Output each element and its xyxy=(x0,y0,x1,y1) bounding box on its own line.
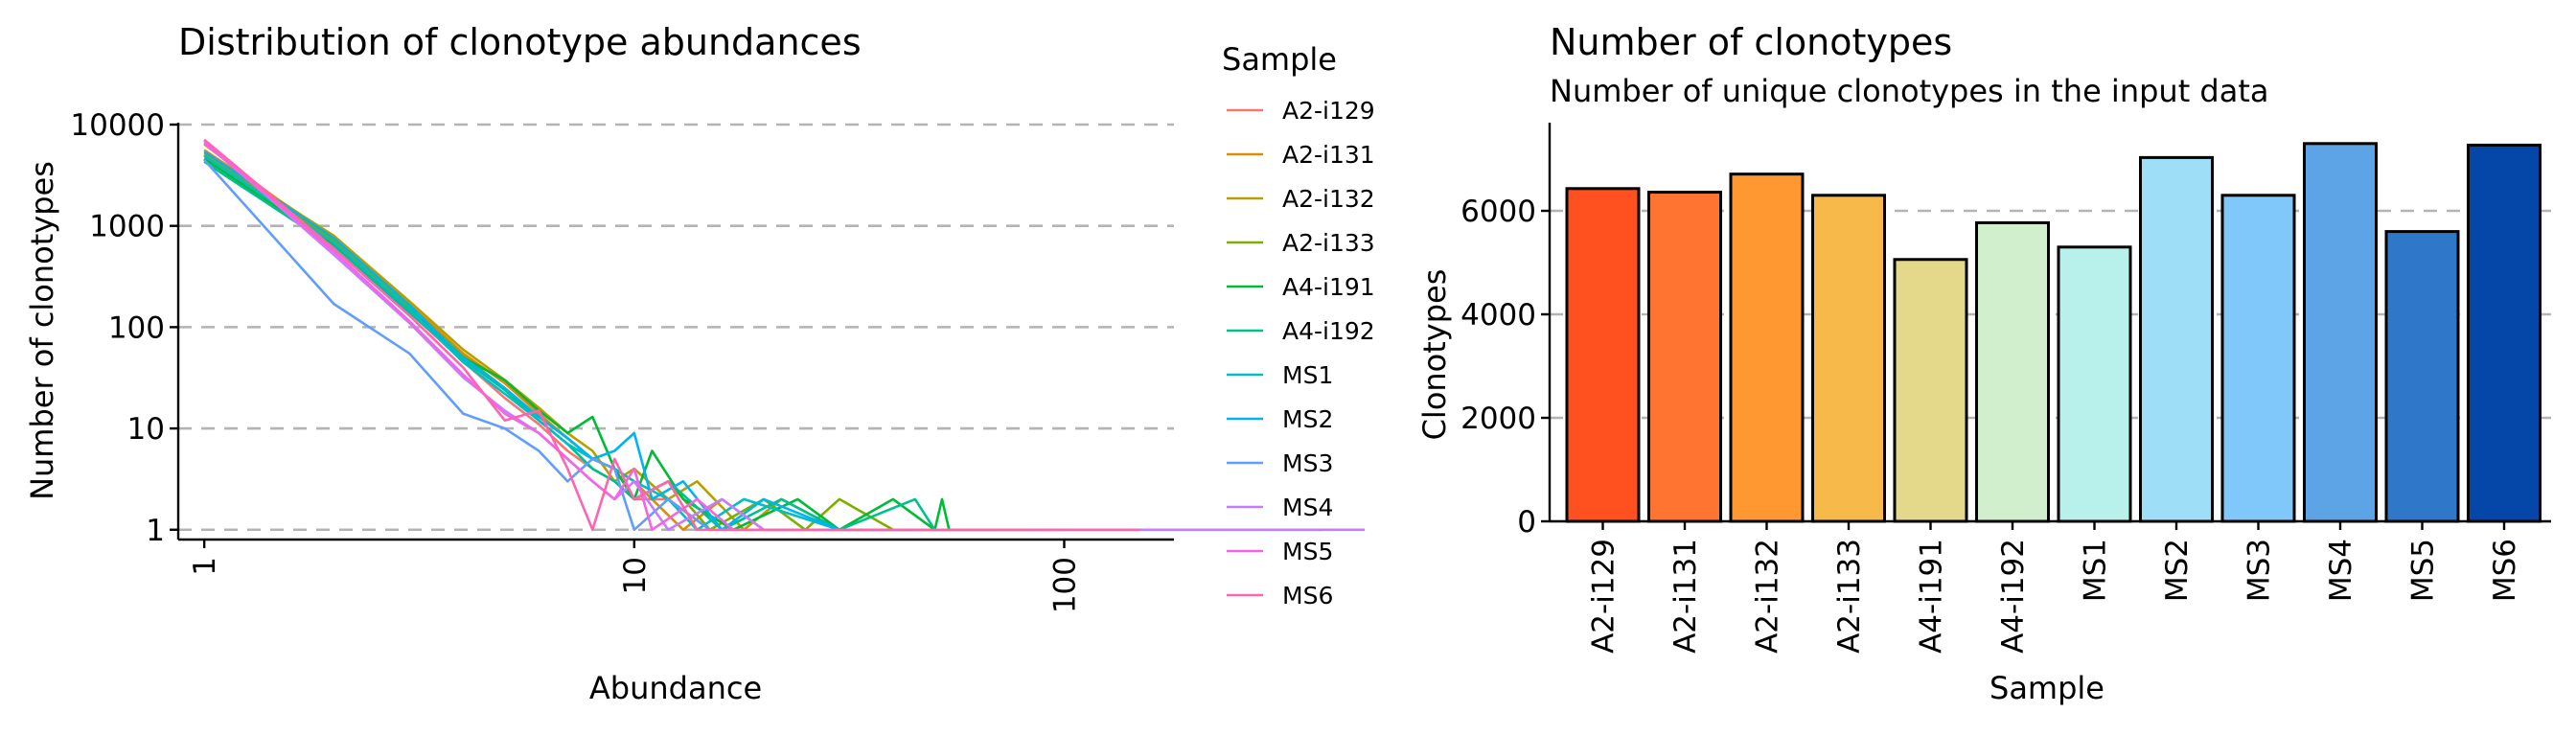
line-chart-ticks: 1 10 100 1000 10000 1 10 100 xyxy=(70,108,1082,613)
bar-chart-ticks: 0 2000 4000 6000 A2-i129 A2-i131 A2-i132 A2-i13… xyxy=(1460,195,2522,654)
line-y-tick-label: 1 xyxy=(146,514,165,548)
bar-chart-axes xyxy=(1548,123,2551,523)
bar-a2-i133 xyxy=(1811,194,1886,523)
legend-label-ms3: MS3 xyxy=(1282,449,1333,477)
legend-label-ms6: MS6 xyxy=(1282,582,1333,610)
bar-x-tick-label: MS2 xyxy=(2160,539,2195,602)
bar-a4-i191 xyxy=(1893,258,1968,523)
legend-label-ms4: MS4 xyxy=(1282,494,1333,521)
bar-a2-i129 xyxy=(1565,187,1641,523)
bar-x-tick-label: A2-i133 xyxy=(1832,539,1867,654)
line-chart-title: Distribution of clonotype abundances xyxy=(178,21,862,63)
line-y-tick-label: 1000 xyxy=(89,210,165,244)
legend-label-a2-i129: A2-i129 xyxy=(1282,97,1375,125)
bar-y-tick-label: 0 xyxy=(1517,505,1536,540)
bar-x-tick-label: A2-i129 xyxy=(1587,539,1622,654)
line-chart-axes xyxy=(176,123,1174,541)
bar-x-tick-label: MS5 xyxy=(2406,539,2441,602)
legend-label-ms2: MS2 xyxy=(1282,405,1333,433)
series-line-ms6 xyxy=(203,138,1140,532)
legend-title: Sample xyxy=(1222,41,1337,78)
line-chart-x-axis-label: Abundance xyxy=(589,670,762,706)
bar-y-tick-label: 6000 xyxy=(1460,195,1536,229)
bar-x-tick-label: MS6 xyxy=(2488,539,2522,602)
bar-a2-i131 xyxy=(1647,191,1722,523)
legend-label-ms1: MS1 xyxy=(1282,361,1333,389)
bar-x-tick-label: MS1 xyxy=(2079,539,2113,602)
bar-ms4 xyxy=(2303,142,2378,523)
line-y-tick-label: 10 xyxy=(127,412,165,447)
legend-items: A2-i129 A2-i131 A2-i132 A2-i133 A4-i191 A4-i1… xyxy=(1227,97,1375,610)
sample-legend: Sample A2-i129 A2-i131 A2-i132 A2-i133 A4-i1… xyxy=(1222,41,1375,610)
bar-ms2 xyxy=(2139,155,2214,523)
line-y-tick-label: 100 xyxy=(108,310,165,345)
clonotype-bar-chart: Number of clonotypes Number of unique cl… xyxy=(1416,21,2551,706)
series-line-ms5 xyxy=(203,142,1065,532)
bar-a2-i132 xyxy=(1729,172,1805,523)
line-x-tick-label: 100 xyxy=(1047,557,1082,613)
bar-y-tick-label: 2000 xyxy=(1460,402,1536,436)
bar-ms6 xyxy=(2467,143,2542,523)
line-chart-series xyxy=(203,138,1366,532)
legend-label-a2-i133: A2-i133 xyxy=(1282,229,1375,257)
legend-label-ms5: MS5 xyxy=(1282,538,1333,565)
abundance-line-chart: Distribution of clonotype abundances 1 10… xyxy=(24,21,1366,706)
bar-x-tick-label: MS4 xyxy=(2324,539,2358,602)
bar-x-tick-label: MS3 xyxy=(2242,539,2277,602)
legend-label-a4-i191: A4-i191 xyxy=(1282,273,1375,301)
bar-x-tick-label: A4-i192 xyxy=(1996,539,2031,654)
line-x-tick-label: 1 xyxy=(188,557,222,576)
bar-x-tick-label: A2-i132 xyxy=(1751,539,1785,654)
line-x-tick-label: 10 xyxy=(618,557,653,594)
bar-x-tick-label: A4-i191 xyxy=(1915,539,1949,654)
bar-ms5 xyxy=(2384,230,2460,523)
bar-x-tick-label: A2-i131 xyxy=(1668,539,1703,654)
legend-label-a2-i132: A2-i132 xyxy=(1282,185,1375,213)
bar-chart-y-axis-label: Clonotypes xyxy=(1416,269,1453,441)
bar-y-tick-label: 4000 xyxy=(1460,298,1536,333)
bar-chart-title: Number of clonotypes xyxy=(1550,21,1952,63)
bar-chart-subtitle: Number of unique clonotypes in the input… xyxy=(1550,73,2268,109)
bar-ms3 xyxy=(2220,194,2296,523)
line-y-tick-label: 10000 xyxy=(70,108,165,143)
bar-a4-i192 xyxy=(1975,220,2050,523)
legend-label-a2-i131: A2-i131 xyxy=(1282,141,1375,169)
bar-chart-x-axis-label: Sample xyxy=(1990,670,2104,706)
legend-label-a4-i192: A4-i192 xyxy=(1282,317,1375,345)
bar-ms1 xyxy=(2057,245,2132,523)
line-chart-y-axis-label: Number of clonotypes xyxy=(24,161,60,500)
